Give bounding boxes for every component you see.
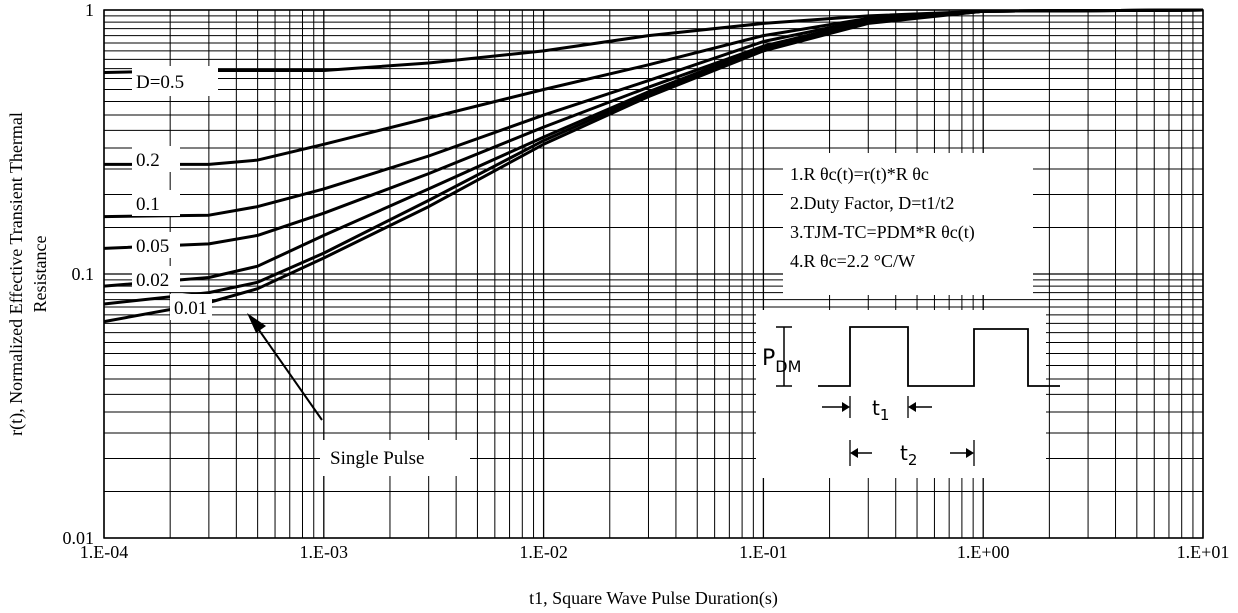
t1-label-main: t [872, 396, 880, 420]
t1-label: t1 [872, 396, 889, 424]
curve-label: 0.02 [136, 270, 169, 291]
t2-arrowhead [850, 448, 858, 458]
curve-label: D=0.5 [136, 72, 184, 93]
y-axis-title-line: r(t), Normalized Effective Transient The… [6, 112, 27, 436]
x-tick-label: 1.E+00 [957, 542, 1010, 562]
curves [103, 8, 1204, 324]
note-line: 3.TJM-TC=PDM*R θc(t) [790, 222, 975, 243]
pulse-inset-bg [756, 310, 1046, 478]
t2-arrowhead [966, 448, 974, 458]
x-tick-label: 1.E+01 [1177, 542, 1230, 562]
t2-label-sub: 2 [908, 451, 918, 469]
series-line-2 [103, 8, 1204, 219]
y-tick-label: 1 [85, 0, 94, 20]
curve-label: 0.2 [136, 150, 160, 171]
curve-label: 0.05 [136, 236, 169, 257]
curve-label-bg [132, 190, 180, 216]
single-pulse-label-bg [320, 440, 470, 476]
single-pulse-label: Single Pulse [330, 448, 424, 469]
x-tick-label: 1.E-03 [300, 542, 349, 562]
t2-label-main: t [900, 441, 908, 465]
curve-label-bg [132, 232, 180, 258]
single-pulse-arrow [251, 319, 323, 421]
t2-label: t2 [900, 441, 917, 469]
curve-label-bg [132, 266, 180, 292]
y-tick-label: 0.01 [63, 528, 95, 548]
t1-arrowhead [908, 402, 916, 412]
t1-label-sub: 1 [880, 406, 890, 424]
curve-label-bg [132, 146, 180, 172]
axis-titles: t1, Square Wave Pulse Duration(s) r(t), N… [6, 112, 778, 609]
y-axis-title-line: Resistance [30, 236, 50, 313]
pdm-label: PDM [762, 346, 801, 376]
t1-arrowhead [842, 402, 850, 412]
pdm-label-main: P [762, 346, 775, 371]
single-pulse-arrowhead [247, 313, 266, 333]
x-tick-label: 1.E-04 [80, 542, 129, 562]
x-axis-title: t1, Square Wave Pulse Duration(s) [529, 588, 778, 609]
series-line-1 [104, 8, 1204, 166]
note-line: 1.R θc(t)=r(t)*R θc [790, 164, 929, 185]
series-line-3 [103, 8, 1204, 250]
y-tick-label: 0.1 [72, 264, 95, 284]
curve-label-bg [170, 294, 212, 320]
plot-frame [103, 9, 1204, 539]
curve-label: 0.1 [136, 194, 160, 215]
curve-label-bg [132, 66, 218, 96]
axis-ticks: 1.E-04 1.E-03 1.E-02 1.E-01 1.E+00 1.E+01 0.01… [63, 0, 1230, 562]
note-line: 4.R θc=2.2 °C/W [790, 251, 915, 271]
x-tick-label: 1.E-02 [519, 542, 568, 562]
pdm-label-sub: DM [775, 357, 801, 376]
notes-box [783, 153, 1033, 295]
note-line: 2.Duty Factor, D=t1/t2 [790, 193, 954, 213]
pulse-waveform [818, 326, 1060, 387]
series-line-6 [103, 8, 1204, 324]
curve-label: 0.01 [174, 298, 207, 319]
annotations: D=0.5 0.2 0.1 0.05 0.020.01 Single Pulse 1.R θ… [132, 66, 1060, 478]
x-tick-label: 1.E-01 [739, 542, 788, 562]
